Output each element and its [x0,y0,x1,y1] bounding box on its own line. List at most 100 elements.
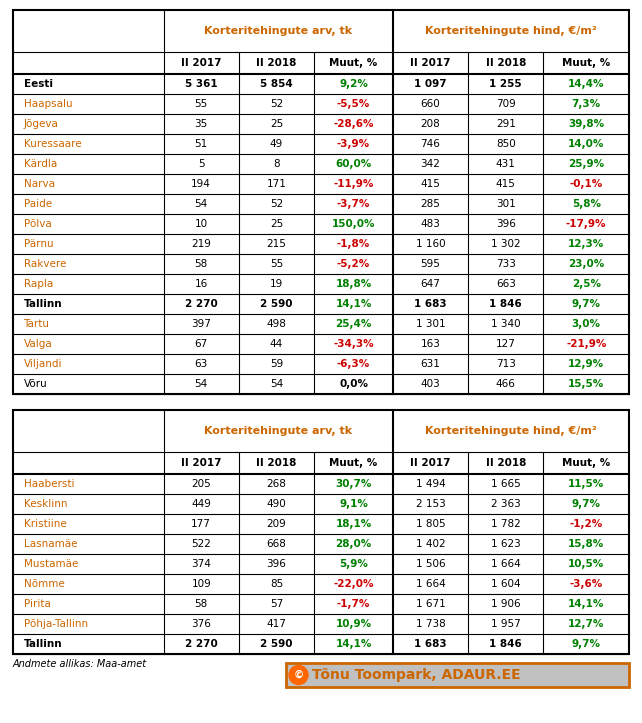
Text: 1 506: 1 506 [416,559,446,569]
Text: 415: 415 [496,179,516,189]
Text: 51: 51 [195,139,208,149]
Text: Paide: Paide [24,199,51,209]
Text: 14,1%: 14,1% [335,639,372,649]
Text: II 2018: II 2018 [485,58,526,68]
Text: 28,0%: 28,0% [335,539,372,549]
Text: 1 846: 1 846 [489,299,522,309]
Text: Eesti: Eesti [24,79,53,89]
Text: 498: 498 [266,319,286,329]
Text: 291: 291 [496,119,516,129]
Text: 205: 205 [191,479,211,489]
Text: 18,1%: 18,1% [335,519,372,529]
Text: 1 604: 1 604 [491,579,521,589]
Text: -0,1%: -0,1% [569,179,603,189]
Text: -3,9%: -3,9% [337,139,370,149]
Text: 2 153: 2 153 [415,499,446,509]
Text: 30,7%: 30,7% [335,479,372,489]
Text: 14,4%: 14,4% [568,79,605,89]
Text: 54: 54 [195,199,208,209]
Text: -21,9%: -21,9% [566,339,607,349]
Text: Tallinn: Tallinn [24,639,62,649]
Text: Valga: Valga [24,339,52,349]
Text: 1 664: 1 664 [491,559,521,569]
Text: 10,5%: 10,5% [568,559,604,569]
Text: -11,9%: -11,9% [333,179,374,189]
Text: 5: 5 [198,159,205,169]
Text: 5 854: 5 854 [260,79,293,89]
Text: II 2018: II 2018 [485,458,526,468]
Text: 1 957: 1 957 [491,619,521,629]
Text: 376: 376 [191,619,211,629]
Text: 397: 397 [191,319,211,329]
Text: 709: 709 [496,99,516,109]
Text: Kesklinn: Kesklinn [24,499,67,509]
Text: 49: 49 [270,139,283,149]
Text: Lasnamäe: Lasnamäe [24,539,77,549]
Text: 10: 10 [195,219,208,229]
Text: 647: 647 [421,279,440,289]
Text: 746: 746 [421,139,440,149]
Text: 19: 19 [270,279,283,289]
Text: 63: 63 [195,359,208,369]
Text: 415: 415 [421,179,440,189]
Text: 12,9%: 12,9% [568,359,604,369]
Text: 1 402: 1 402 [416,539,446,549]
Text: 5 361: 5 361 [185,79,218,89]
Text: 1 623: 1 623 [491,539,521,549]
Bar [13,410,629,654]
Text: Muut, %: Muut, % [562,458,611,468]
Text: II 2017: II 2017 [410,58,451,68]
Text: 1 906: 1 906 [491,599,521,609]
Text: Korteritehingute arv, tk: Korteritehingute arv, tk [204,26,352,36]
Text: Kärdla: Kärdla [24,159,56,169]
Text: 14,1%: 14,1% [335,299,372,309]
Text: -1,8%: -1,8% [337,239,370,249]
Text: 177: 177 [191,519,211,529]
Text: Võru: Võru [24,379,48,389]
Text: 285: 285 [421,199,440,209]
Text: 23,0%: 23,0% [568,259,604,269]
Text: 268: 268 [266,479,286,489]
Text: II 2018: II 2018 [256,458,297,468]
Text: -3,6%: -3,6% [569,579,603,589]
Text: 2 270: 2 270 [185,639,218,649]
Text: 2 590: 2 590 [260,639,293,649]
Text: 10,9%: 10,9% [336,619,372,629]
Text: Pärnu: Pärnu [24,239,53,249]
Text: 208: 208 [421,119,440,129]
Text: 18,8%: 18,8% [335,279,372,289]
Text: 466: 466 [496,379,516,389]
Text: 54: 54 [195,379,208,389]
Bar [13,10,629,394]
Text: 595: 595 [421,259,440,269]
Text: Haabersti: Haabersti [24,479,74,489]
Text: II 2017: II 2017 [181,458,221,468]
Text: II 2017: II 2017 [410,458,451,468]
Text: 14,0%: 14,0% [568,139,604,149]
Text: 431: 431 [496,159,516,169]
Text: 5,8%: 5,8% [572,199,601,209]
Text: 55: 55 [195,99,208,109]
Text: 15,8%: 15,8% [568,539,604,549]
Text: -22,0%: -22,0% [333,579,374,589]
Text: 0,0%: 0,0% [339,379,368,389]
Text: 2 363: 2 363 [491,499,521,509]
Text: 713: 713 [496,359,516,369]
Text: -5,2%: -5,2% [337,259,370,269]
Text: 194: 194 [191,179,211,189]
Text: 1 683: 1 683 [414,639,447,649]
Text: 403: 403 [421,379,440,389]
Text: 490: 490 [266,499,286,509]
Text: 54: 54 [270,379,283,389]
Text: 57: 57 [270,599,283,609]
Text: 1 846: 1 846 [489,639,522,649]
Text: Muut, %: Muut, % [562,58,611,68]
Text: 301: 301 [496,199,516,209]
Text: 1 340: 1 340 [491,319,521,329]
Text: -34,3%: -34,3% [333,339,374,349]
Text: 9,2%: 9,2% [339,79,368,89]
Text: 8: 8 [273,159,280,169]
Text: -1,2%: -1,2% [569,519,603,529]
Circle shape [289,665,308,685]
Text: 668: 668 [266,539,286,549]
